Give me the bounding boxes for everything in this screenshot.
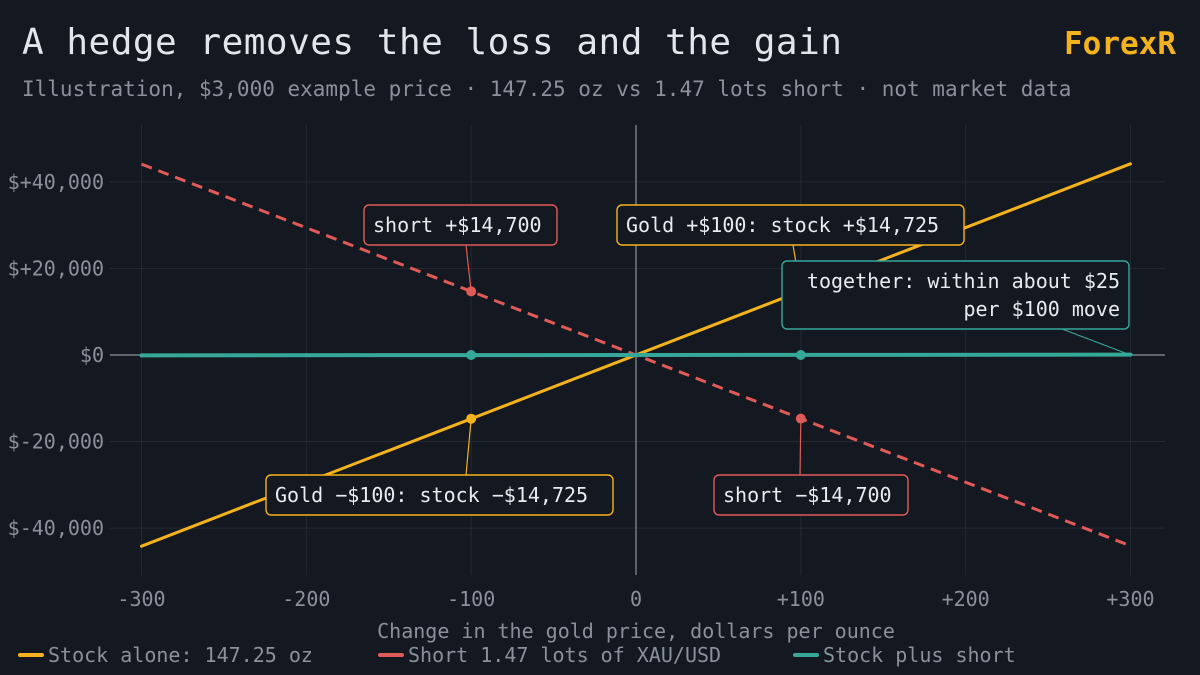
annotation-short-up-leader xyxy=(465,244,472,292)
legend-label-hedged: Stock plus short xyxy=(823,643,1016,667)
annotation-stock-up-text: Gold +$100: stock +$14,725 xyxy=(626,213,939,237)
x-axis-label: Change in the gold price, dollars per ou… xyxy=(377,619,895,643)
brand-logo: ForexR xyxy=(1064,26,1176,62)
annotation-stock-up-box xyxy=(616,204,965,246)
legend-item-hedged: Stock plus short xyxy=(793,643,1016,667)
annotation-together-box xyxy=(781,260,1130,330)
legend-swatch-hedged xyxy=(793,653,819,657)
legend: Stock alone: 147.25 oz Short 1.47 lots o… xyxy=(18,643,1016,667)
legend-swatch-short xyxy=(378,653,404,657)
annotation-short-up-text: short +$14,700 xyxy=(373,213,542,237)
annotation-stock-down-leader xyxy=(465,418,472,476)
x-tick-label: -200 xyxy=(282,587,330,611)
y-tick-label: $+40,000 xyxy=(8,170,104,194)
x-tick-label: -100 xyxy=(447,587,495,611)
x-tick-label: +200 xyxy=(942,587,990,611)
y-tick-label: $-20,000 xyxy=(8,430,104,454)
x-tick-label: 0 xyxy=(630,587,642,611)
y-tick-label: $+20,000 xyxy=(8,256,104,280)
data-point-marker xyxy=(466,350,477,360)
annotation-stock-down-text: Gold −$100: stock −$14,725 xyxy=(275,483,588,507)
annotation-together-text: together: within about $25 xyxy=(807,269,1120,293)
annotation-short-down-leader xyxy=(799,418,802,476)
annotation-short-down-box xyxy=(713,474,909,516)
annotation-together-text: per $100 move xyxy=(963,297,1120,321)
y-tick-label: $-40,000 xyxy=(8,516,104,540)
series-line-hedged xyxy=(139,352,1133,358)
annotation-together-leader xyxy=(1061,328,1131,356)
legend-label-stock: Stock alone: 147.25 oz xyxy=(48,643,313,667)
x-tick-label: +100 xyxy=(777,587,825,611)
data-point-marker xyxy=(795,350,806,360)
annotation-short-up-box xyxy=(363,204,558,246)
y-tick-label: $0 xyxy=(80,343,104,367)
data-point-marker xyxy=(466,286,477,297)
data-point-marker xyxy=(466,413,477,424)
legend-label-short: Short 1.47 lots of XAU/USD xyxy=(408,643,722,667)
x-tick-label: +300 xyxy=(1106,587,1154,611)
annotation-short-down-text: short −$14,700 xyxy=(723,483,892,507)
x-tick-label: -300 xyxy=(117,587,165,611)
legend-item-stock: Stock alone: 147.25 oz xyxy=(18,643,378,667)
chart-subtitle: Illustration, $3,000 example price · 147… xyxy=(22,77,1072,101)
annotation-stock-down-box xyxy=(265,474,614,516)
legend-swatch-stock xyxy=(18,653,44,657)
legend-item-short: Short 1.47 lots of XAU/USD xyxy=(378,643,793,667)
data-point-marker xyxy=(795,413,806,424)
chart-title: A hedge removes the loss and the gain xyxy=(22,22,843,63)
